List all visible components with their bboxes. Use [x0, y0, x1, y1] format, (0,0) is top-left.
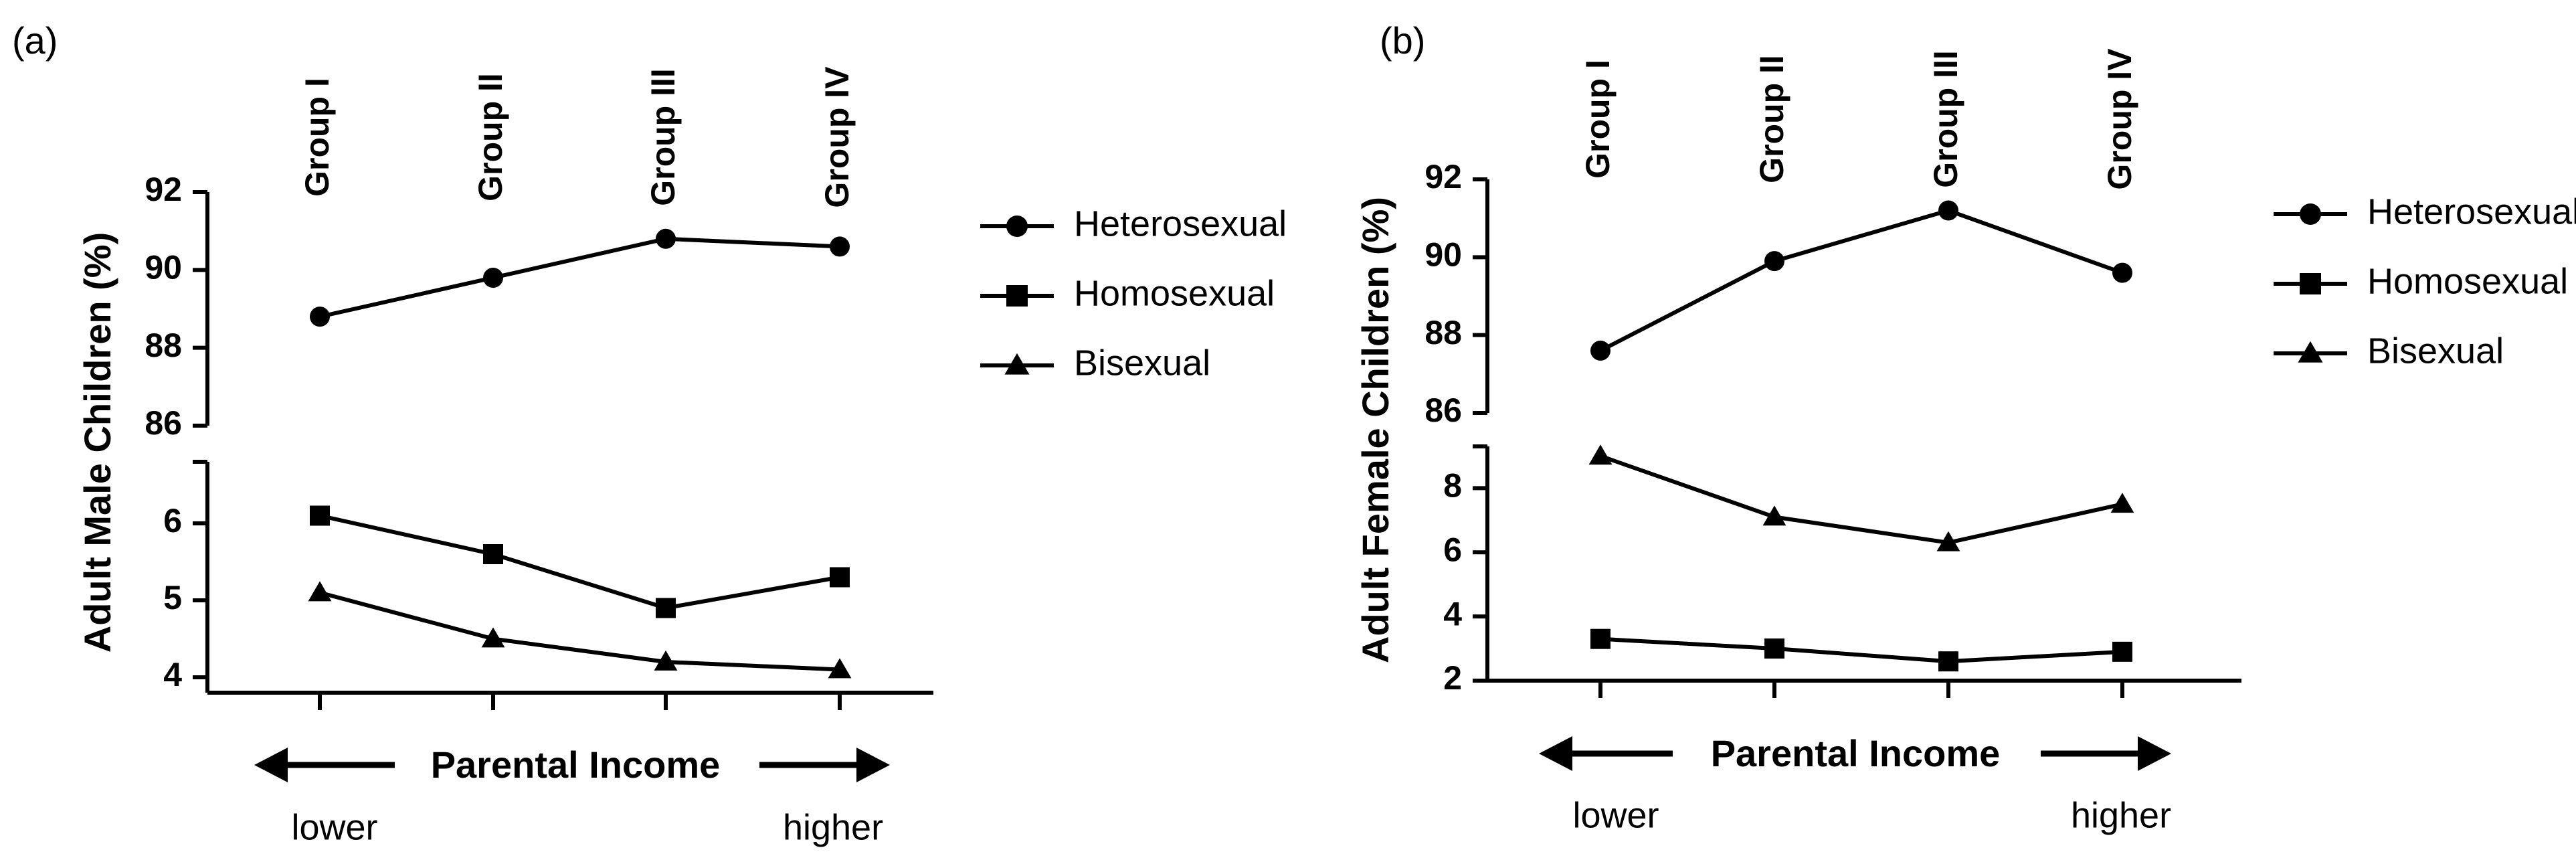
data-point-bisexual — [2110, 493, 2134, 513]
income-arrow-right-head — [856, 748, 890, 782]
series-line-heterosexual — [1599, 208, 2124, 353]
legend-label-bisexual: Bisexual — [2367, 331, 2504, 371]
y-tick-label: 90 — [1424, 236, 1462, 274]
y-tick-label: 2 — [1443, 659, 1462, 697]
y-tick-label: 4 — [163, 656, 182, 693]
y-tick-label: 4 — [1443, 595, 1462, 632]
legend-label-heterosexual: Heterosexual — [1074, 203, 1287, 244]
x-category-label: Group II — [1753, 55, 1790, 183]
y-tick-label: 5 — [163, 579, 182, 616]
data-point-bisexual — [654, 650, 678, 671]
x-category-label: Group III — [1927, 50, 1964, 188]
x-high-label: higher — [783, 807, 883, 847]
series-line-homosexual — [1600, 636, 2123, 664]
x-axis-title: Parental Income — [1711, 732, 2001, 774]
legend-marker-heterosexual — [1006, 216, 1028, 237]
y-tick-label: 90 — [145, 249, 182, 286]
legend-marker-heterosexual — [2300, 203, 2321, 225]
x-low-label: lower — [1572, 795, 1659, 835]
x-low-label: lower — [291, 807, 377, 847]
data-point-homosexual — [2112, 641, 2132, 662]
data-point-heterosexual — [656, 228, 676, 249]
data-point-bisexual — [308, 581, 332, 602]
data-point-homosexual — [830, 567, 850, 588]
panel-label: (a) — [12, 19, 58, 62]
y-axis-title: Adult Male Children (%) — [76, 232, 118, 653]
x-category-label: Group I — [298, 78, 336, 197]
y-axis-title: Adult Female Children (%) — [1354, 197, 1396, 663]
legend-label-bisexual: Bisexual — [1074, 343, 1210, 383]
data-point-heterosexual — [830, 236, 850, 257]
chart-panel-a: (a) Adult Male Children (%) 86 88 90 92 4 5 6 Gro… — [12, 19, 1287, 847]
data-point-homosexual — [1590, 628, 1611, 649]
x-category-label: Group IV — [818, 66, 856, 208]
data-point-homosexual — [310, 505, 330, 526]
data-point-homosexual — [656, 598, 676, 618]
income-arrow-left-head — [254, 748, 288, 782]
income-arrow-left-head — [1539, 736, 1572, 771]
data-point-bisexual — [1936, 531, 1960, 551]
y-tick-label: 6 — [163, 502, 182, 539]
data-point-homosexual — [483, 544, 503, 564]
x-high-label: higher — [2071, 795, 2171, 835]
y-tick-label: 6 — [1443, 531, 1462, 568]
series-line-heterosexual — [319, 236, 840, 319]
y-tick-label: 86 — [145, 404, 182, 442]
legend-marker-homosexual — [2300, 273, 2321, 294]
y-tick-label: 88 — [1424, 314, 1462, 351]
x-category-label: Group III — [644, 68, 682, 206]
data-point-bisexual — [1588, 444, 1613, 465]
data-point-heterosexual — [1590, 340, 1611, 361]
income-arrow-right-head — [2138, 736, 2171, 771]
y-tick-label: 92 — [1424, 158, 1462, 195]
data-point-heterosexual — [1938, 200, 1958, 221]
legend-marker-bisexual — [2298, 341, 2323, 363]
series-line-bisexual — [319, 590, 840, 672]
data-point-bisexual — [828, 658, 852, 679]
legend-label-homosexual: Homosexual — [1074, 273, 1275, 313]
legend-marker-homosexual — [1006, 285, 1028, 307]
data-point-heterosexual — [2112, 262, 2132, 283]
y-tick-label: 86 — [1424, 392, 1462, 429]
x-category-label: Group II — [472, 73, 509, 201]
data-point-homosexual — [1764, 638, 1784, 659]
x-category-label: Group IV — [2101, 48, 2138, 190]
data-point-homosexual — [1938, 651, 1958, 672]
y-tick-label: 8 — [1443, 467, 1462, 505]
series-line-bisexual — [1600, 454, 2123, 545]
data-point-heterosexual — [1764, 251, 1784, 272]
y-tick-label: 88 — [145, 327, 182, 364]
series-line-homosexual — [319, 513, 840, 610]
chart-panel-b: (b) Adult Female Children (%) 86 88 90 92 2 4 6 8… — [1354, 19, 2576, 835]
legend-marker-bisexual — [1004, 353, 1030, 375]
data-point-bisexual — [1762, 505, 1786, 526]
data-point-heterosexual — [310, 307, 330, 327]
y-tick-label: 92 — [145, 171, 182, 208]
panel-label: (b) — [1380, 19, 1425, 62]
legend-label-heterosexual: Heterosexual — [2367, 191, 2576, 232]
legend-label-homosexual: Homosexual — [2367, 261, 2568, 301]
data-point-heterosexual — [483, 267, 503, 288]
x-axis-title: Parental Income — [431, 744, 721, 786]
x-category-label: Group I — [1579, 60, 1617, 179]
data-point-bisexual — [481, 627, 505, 648]
